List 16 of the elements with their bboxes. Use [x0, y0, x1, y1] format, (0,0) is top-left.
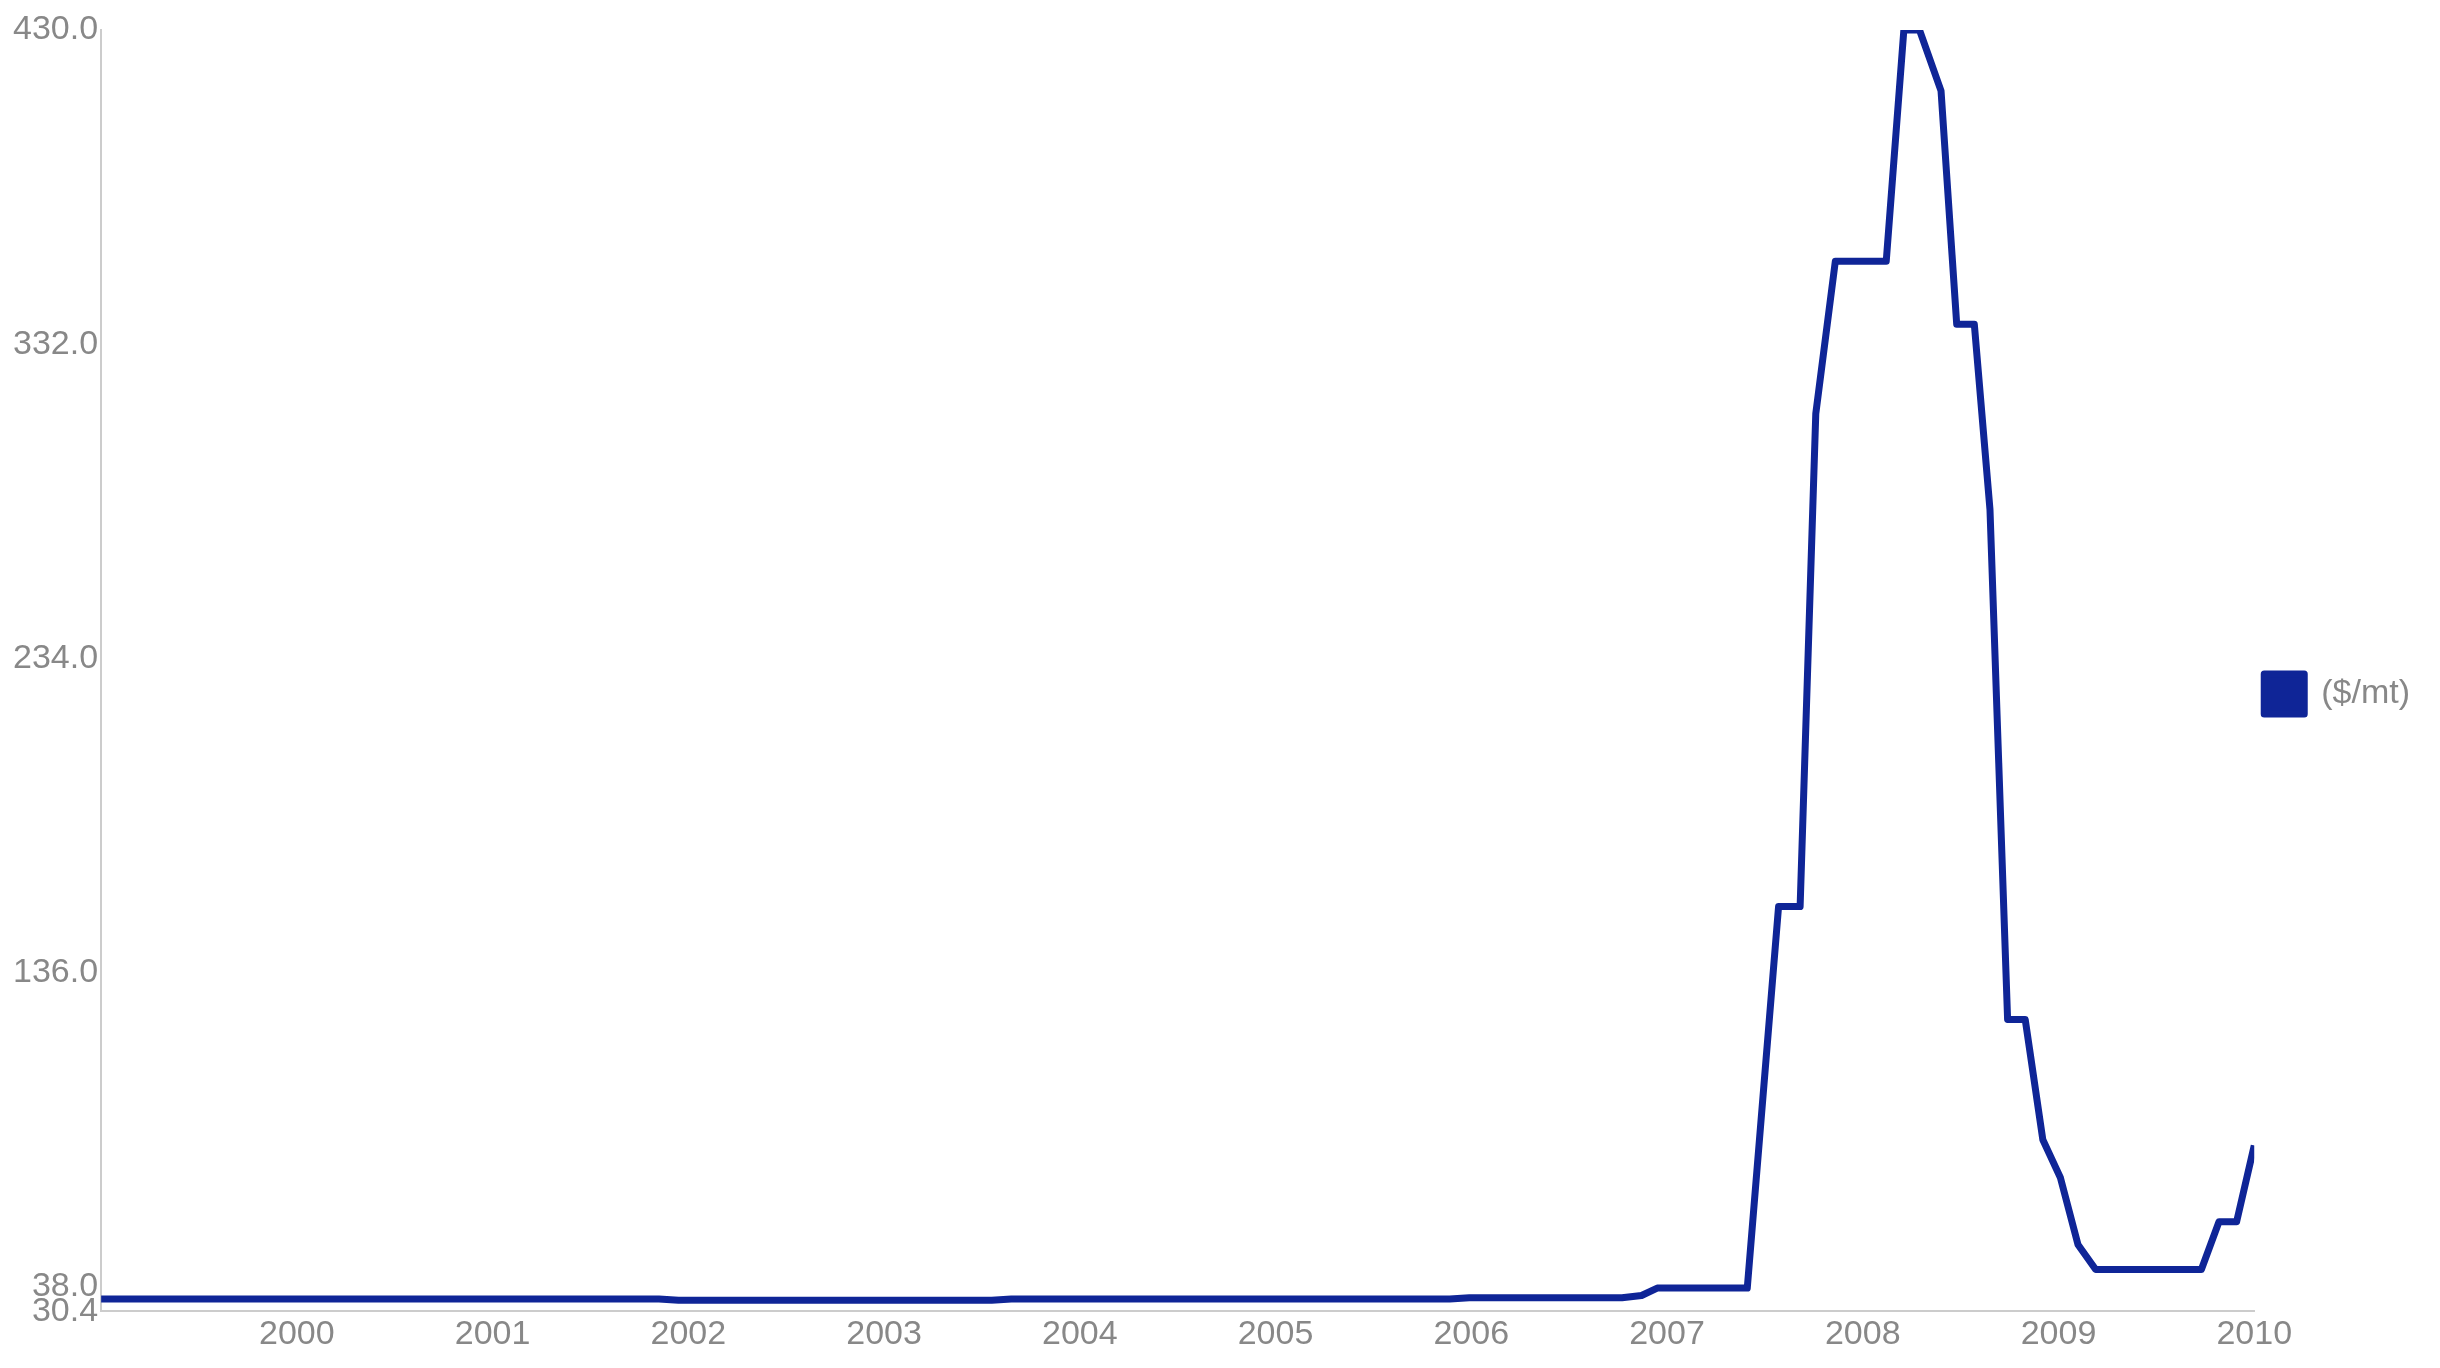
y-tick-label: 234.0: [12, 636, 99, 675]
x-tick-label: 2001: [454, 1312, 531, 1351]
x-tick-label: 2002: [650, 1312, 727, 1351]
legend-label: ($/mt): [2321, 672, 2411, 711]
x-tick-label: 2005: [1237, 1312, 1314, 1351]
x-tick-label: 2000: [259, 1312, 335, 1351]
x-tick-label: 2008: [1824, 1312, 1901, 1351]
x-tick-label: 2006: [1433, 1312, 1510, 1351]
x-tick-label: 2010: [2216, 1312, 2293, 1351]
y-tick-label: 136.0: [12, 951, 99, 989]
x-tick-label: 2004: [1041, 1312, 1118, 1351]
y-tick-label: 430.0: [12, 8, 99, 47]
x-tick-label: 2007: [1629, 1312, 1705, 1351]
x-tick-label: 2009: [2020, 1312, 2097, 1351]
x-tick-label: 2003: [846, 1312, 922, 1351]
y-tick-label: 332.0: [12, 322, 99, 361]
